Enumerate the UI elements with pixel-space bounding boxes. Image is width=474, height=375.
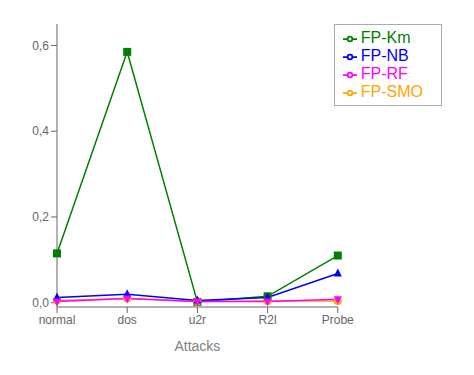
svg-text:Attacks: Attacks [174,338,220,354]
svg-text:0,4: 0,4 [32,124,49,138]
svg-text:0,2: 0,2 [32,210,49,224]
svg-text:normal: normal [39,313,76,327]
svg-text:u2r: u2r [189,313,206,327]
html-text:FP-Km: FP-Km [360,29,411,46]
svg-text:R2l: R2l [259,313,277,327]
svg-text:0,0: 0,0 [32,296,49,310]
html-text:FP-RF: FP-RF [360,65,408,82]
svg-text:Probe: Probe [322,313,354,327]
html-text:FP-SMO: FP-SMO [360,83,423,100]
html-text:FP-NB: FP-NB [360,47,409,64]
svg-text:0,6: 0,6 [32,39,49,53]
svg-text:dos: dos [118,313,137,327]
